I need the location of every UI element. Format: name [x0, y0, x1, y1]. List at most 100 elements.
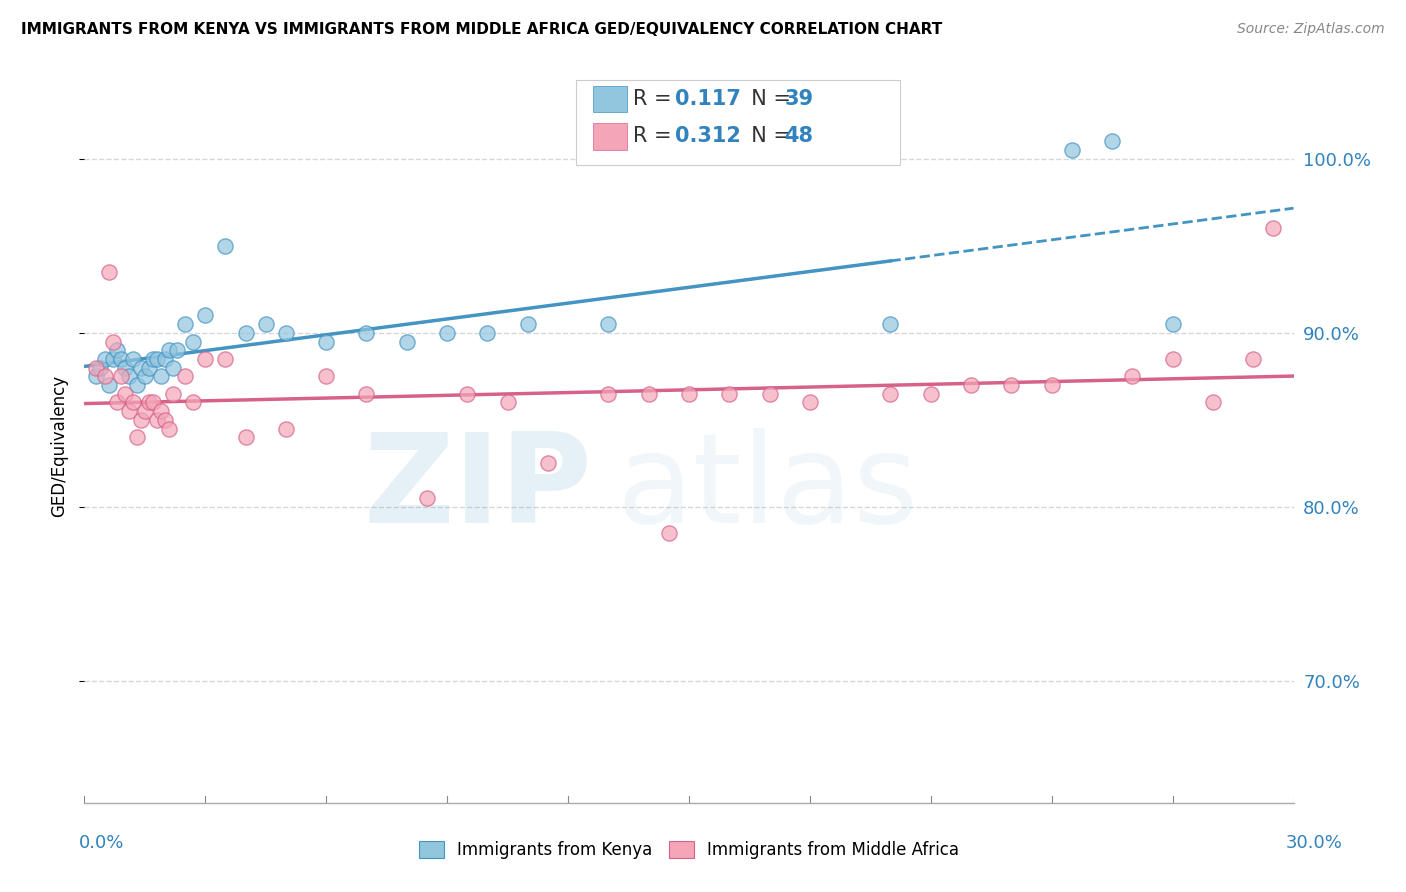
Text: 48: 48 [785, 127, 814, 146]
Point [86, 369, 108, 384]
Text: atlas: atlas [616, 428, 918, 549]
Point [89, 360, 111, 375]
Point [1161, 351, 1184, 366]
Point [416, 491, 439, 506]
Y-axis label: GED/Equivalency: GED/Equivalency [49, 375, 67, 517]
Point [181, 395, 204, 409]
Point [105, 395, 128, 409]
Point [110, 351, 132, 366]
Point [149, 404, 172, 418]
Text: R =: R = [633, 89, 678, 109]
Point [1121, 369, 1143, 384]
Text: N =: N = [738, 89, 797, 109]
Point [799, 395, 821, 409]
Text: IMMIGRANTS FROM KENYA VS IMMIGRANTS FROM MIDDLE AFRICA GED/EQUIVALENCY CORRELATI: IMMIGRANTS FROM KENYA VS IMMIGRANTS FROM… [21, 22, 942, 37]
Point [598, 386, 620, 401]
Point [97, 265, 120, 279]
Text: N =: N = [738, 127, 797, 146]
Point [516, 317, 538, 331]
Point [637, 386, 659, 401]
Point [496, 395, 519, 409]
Point [315, 369, 337, 384]
Text: 0.0%: 0.0% [79, 834, 124, 852]
Point [118, 369, 141, 384]
Point [194, 351, 217, 366]
Point [254, 317, 277, 331]
Point [101, 351, 124, 366]
Text: R =: R = [633, 127, 678, 146]
Point [142, 351, 165, 366]
Point [758, 386, 780, 401]
Point [146, 413, 169, 427]
Point [315, 334, 337, 349]
Point [1263, 221, 1285, 235]
Point [181, 334, 204, 349]
Point [121, 395, 143, 409]
Text: 0.312: 0.312 [675, 127, 741, 146]
Point [395, 334, 418, 349]
Point [138, 360, 160, 375]
Point [235, 326, 257, 340]
Point [162, 386, 184, 401]
Point [274, 421, 297, 435]
Point [920, 386, 942, 401]
Point [214, 239, 236, 253]
Point [194, 309, 217, 323]
Point [134, 404, 156, 418]
Point [356, 386, 378, 401]
Point [1202, 395, 1225, 409]
Text: 0.117: 0.117 [675, 89, 741, 109]
Point [1040, 378, 1063, 392]
Point [121, 351, 143, 366]
Point [356, 326, 378, 340]
Point [97, 378, 120, 392]
Legend: Immigrants from Kenya, Immigrants from Middle Africa: Immigrants from Kenya, Immigrants from M… [412, 834, 966, 866]
Point [114, 360, 136, 375]
Point [678, 386, 700, 401]
Point [118, 404, 141, 418]
Point [960, 378, 983, 392]
Point [138, 395, 160, 409]
Point [174, 369, 197, 384]
Text: Source: ZipAtlas.com: Source: ZipAtlas.com [1237, 22, 1385, 37]
Point [125, 378, 148, 392]
Point [114, 386, 136, 401]
Point [879, 317, 901, 331]
Point [1241, 351, 1264, 366]
Point [1101, 135, 1123, 149]
Point [598, 317, 620, 331]
Point [134, 369, 156, 384]
Point [456, 386, 478, 401]
Point [436, 326, 458, 340]
Point [129, 360, 152, 375]
Point [153, 351, 176, 366]
Point [146, 351, 169, 366]
Point [1000, 378, 1022, 392]
Point [162, 360, 184, 375]
Point [153, 413, 176, 427]
Point [718, 386, 741, 401]
Point [477, 326, 499, 340]
Point [1060, 143, 1083, 157]
Point [157, 343, 180, 358]
Point [1161, 317, 1184, 331]
Point [235, 430, 257, 444]
Point [110, 369, 132, 384]
Text: ZIP: ZIP [364, 428, 592, 549]
Point [879, 386, 901, 401]
Point [86, 360, 108, 375]
Point [149, 369, 172, 384]
Text: 30.0%: 30.0% [1286, 834, 1343, 852]
Point [129, 413, 152, 427]
Point [537, 457, 560, 471]
Point [125, 430, 148, 444]
Point [101, 334, 124, 349]
Point [214, 351, 236, 366]
Point [274, 326, 297, 340]
Point [174, 317, 197, 331]
Point [105, 343, 128, 358]
Point [93, 351, 115, 366]
Point [93, 369, 115, 384]
Point [142, 395, 165, 409]
Point [166, 343, 188, 358]
